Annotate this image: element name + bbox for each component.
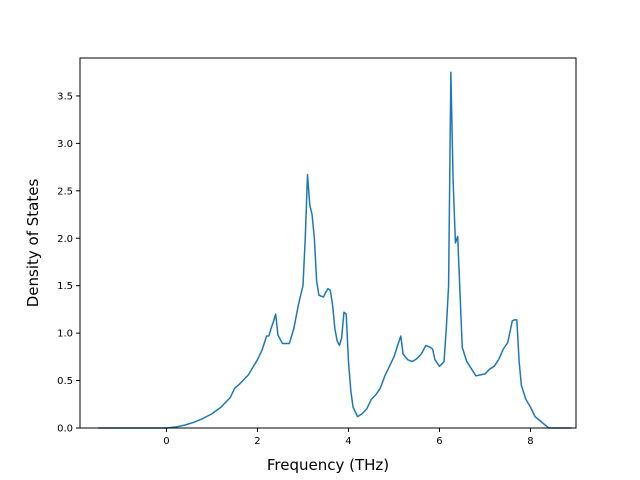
plot-frame (79, 57, 577, 429)
x-tick-label: 4 (345, 436, 351, 447)
x-tick-label: 8 (527, 436, 533, 447)
y-tick-label: 2.5 (57, 186, 73, 197)
x-axis-label: Frequency (THz) (267, 456, 389, 474)
x-axis-ticks: 0 2 4 6 8 (163, 428, 534, 447)
y-tick-label: 2.0 (57, 234, 73, 245)
y-tick-label: 1.5 (57, 281, 73, 292)
y-tick-label: 0.0 (57, 424, 73, 435)
y-tick-label: 3.0 (57, 139, 73, 150)
y-tick-label: 0.5 (57, 376, 73, 387)
x-tick-label: 2 (254, 436, 260, 447)
y-axis-label: Density of States (24, 179, 42, 308)
x-tick-label: 0 (163, 436, 169, 447)
dos-series-line-0 (98, 71, 572, 429)
y-tick-label: 1.0 (57, 329, 73, 340)
y-tick-label: 3.5 (57, 91, 73, 102)
x-tick-label: 6 (436, 436, 442, 447)
plot-area (80, 58, 576, 428)
y-axis-ticks: 0.0 0.5 1.0 1.5 2.0 2.5 3.0 3.5 (57, 91, 80, 435)
series-layer (98, 71, 572, 429)
